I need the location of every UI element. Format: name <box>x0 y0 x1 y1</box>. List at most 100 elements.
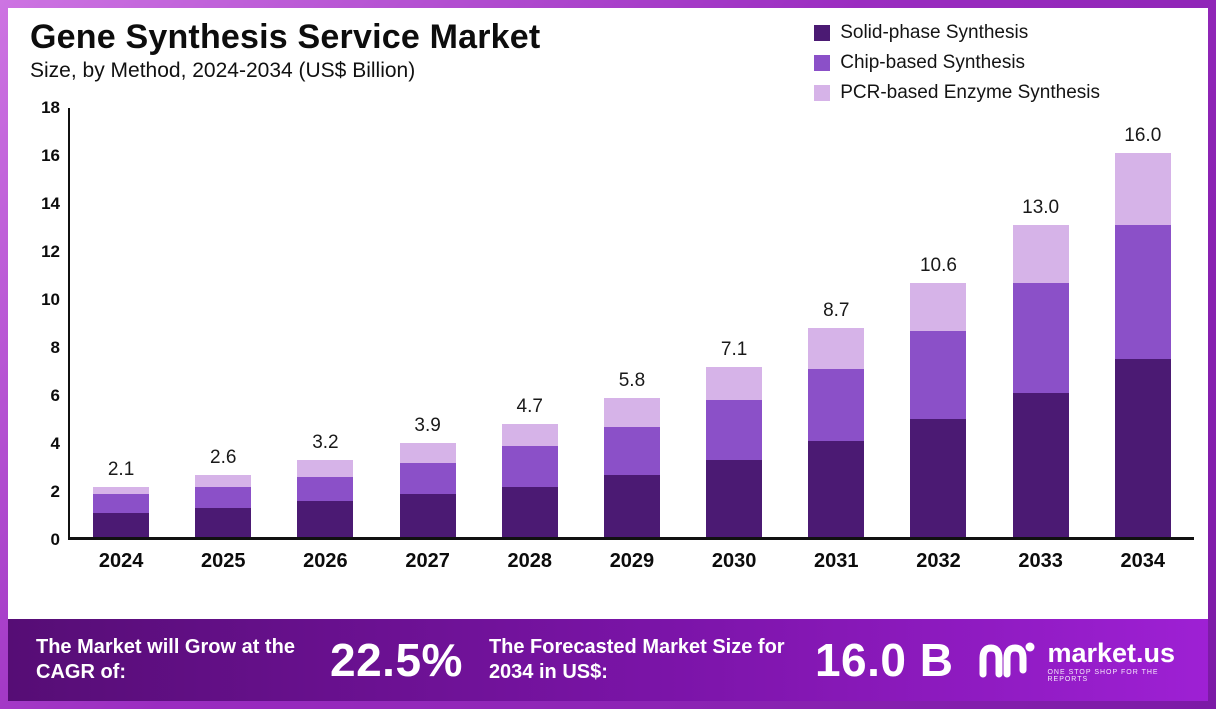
bar-segment-solid-phase-synthesis <box>1012 393 1069 537</box>
bar-segment-pcr-based-enzyme-synthesis <box>399 443 456 463</box>
bar-total-label: 7.1 <box>720 338 748 360</box>
bar-segment-chip-based-synthesis <box>1012 282 1069 393</box>
bar-segment-chip-based-synthesis <box>808 369 865 441</box>
cagr-label: The Market will Grow at the CAGR of: <box>36 636 295 683</box>
x-axis-label-2031: 2031 <box>814 550 859 572</box>
y-axis: 0 2 4 6 8 10 12 14 16 18 <box>18 98 68 549</box>
bar-segment-solid-phase-synthesis <box>195 508 252 537</box>
bar-column-2034: 16.0 <box>1096 125 1190 537</box>
bar-column-2028: 4.7 <box>483 396 577 537</box>
bar-stack <box>603 397 660 537</box>
legend-swatch-icon <box>814 25 831 41</box>
x-axis-label-2029: 2029 <box>609 550 655 572</box>
bar-total-label: 8.7 <box>823 300 850 322</box>
bar-segment-pcr-based-enzyme-synthesis <box>706 366 763 401</box>
x-axis-label-2025: 2025 <box>201 550 246 572</box>
bar-segment-pcr-based-enzyme-synthesis <box>1012 225 1069 283</box>
x-axis-label-2034: 2034 <box>1120 550 1166 572</box>
bar-segment-chip-based-synthesis <box>297 477 354 501</box>
y-tick-label: 12 <box>41 242 60 261</box>
x-axis-label-2027: 2027 <box>405 550 450 572</box>
header: Gene Synthesis Service Market Size, by M… <box>8 8 1208 104</box>
bar-segment-pcr-based-enzyme-synthesis <box>808 328 865 369</box>
forecast-value: 16.0 B <box>814 634 954 686</box>
bar-total-label: 5.8 <box>618 369 646 391</box>
bar-column-2024: 2.1 <box>74 459 168 537</box>
y-tick-label: 10 <box>41 290 60 309</box>
bar-column-2033: 13.0 <box>994 197 1088 537</box>
bar-segment-pcr-based-enzyme-synthesis <box>297 460 354 477</box>
y-tick-label: 2 <box>50 482 60 501</box>
bar-segment-solid-phase-synthesis <box>706 460 763 537</box>
bar-segment-chip-based-synthesis <box>910 330 967 420</box>
legend-swatch-icon <box>814 85 831 101</box>
y-tick-label: 8 <box>50 338 60 357</box>
y-tick-label: 6 <box>50 386 60 405</box>
bar-segment-solid-phase-synthesis <box>910 419 967 537</box>
forecast-label: The Forecasted Market Size for 2034 in U… <box>488 636 785 683</box>
bar-segment-solid-phase-synthesis <box>603 474 660 537</box>
bar-stack <box>910 282 967 537</box>
bar-stack <box>399 443 456 537</box>
bar-stack <box>297 460 354 537</box>
x-axis-label-2026: 2026 <box>303 550 348 572</box>
page-subtitle: Size, by Method, 2024-2034 (US$ Billion) <box>30 59 416 82</box>
footer-banner: The Market will Grow at the CAGR of: 22.… <box>8 619 1208 701</box>
chart: 0 2 4 6 8 10 12 14 16 18 2.1 2.6 3.2 3.9 4.7 5.8 7.1 8.7… <box>8 98 1208 579</box>
bar-segment-solid-phase-synthesis <box>808 441 865 537</box>
bar-column-2030: 7.1 <box>687 339 781 537</box>
bar-total-label: 10.6 <box>919 254 957 276</box>
market-us-logo-icon <box>979 640 1037 680</box>
x-axis-labels: 2024 2025 2026 2027 2028 2029 2030 2031 2032 2033… <box>70 540 1194 579</box>
legend-label: Chip-based Synthesis <box>840 52 1026 73</box>
bar-column-2032: 10.6 <box>891 255 985 537</box>
bar-segment-pcr-based-enzyme-synthesis <box>910 282 967 331</box>
bar-segment-solid-phase-synthesis <box>297 501 354 537</box>
y-tick-label: 16 <box>41 146 60 165</box>
y-tick-label: 0 <box>50 530 60 549</box>
bar-segment-solid-phase-synthesis <box>93 513 150 537</box>
bar-column-2026: 3.2 <box>278 432 372 537</box>
legend-label: Solid-phase Synthesis <box>840 22 1029 43</box>
bar-segment-pcr-based-enzyme-synthesis <box>1114 153 1171 226</box>
legend-swatch-icon <box>814 55 831 71</box>
title-block: Gene Synthesis Service Market Size, by M… <box>30 18 540 104</box>
infographic: Gene Synthesis Service Market Size, by M… <box>8 8 1208 701</box>
bar-segment-pcr-based-enzyme-synthesis <box>603 397 660 427</box>
bar-segment-pcr-based-enzyme-synthesis <box>501 424 558 446</box>
x-axis-label-2030: 2030 <box>711 550 757 572</box>
bar-segment-chip-based-synthesis <box>399 462 456 494</box>
bar-stack <box>1114 153 1171 537</box>
bar-stack <box>706 366 763 537</box>
bar-segment-chip-based-synthesis <box>501 445 558 487</box>
bar-total-label: 2.1 <box>107 458 135 480</box>
bar-segment-solid-phase-synthesis <box>501 486 558 537</box>
x-axis-label-2028: 2028 <box>507 550 553 572</box>
bar-segment-chip-based-synthesis <box>603 426 660 475</box>
bars-area: 2.1 2.6 3.2 3.9 4.7 5.8 7.1 8.7 10.6 13.0 16.0 <box>68 108 1194 540</box>
bar-segment-solid-phase-synthesis <box>399 493 456 537</box>
bar-stack <box>93 486 150 537</box>
bar-column-2025: 2.6 <box>176 447 270 537</box>
bar-column-2029: 5.8 <box>585 370 679 537</box>
bar-total-label: 16.0 <box>1124 125 1162 147</box>
bar-column-2031: 8.7 <box>789 300 883 537</box>
bar-segment-chip-based-synthesis <box>93 493 150 513</box>
legend-label: PCR-based Enzyme Synthesis <box>840 82 1100 103</box>
bar-segment-chip-based-synthesis <box>195 486 252 509</box>
bar-total-label: 3.9 <box>414 415 441 437</box>
bar-stack <box>808 328 865 537</box>
y-tick-label: 18 <box>41 98 60 117</box>
bar-total-label: 2.6 <box>210 446 237 468</box>
x-axis-label-2024: 2024 <box>98 550 144 572</box>
legend-item: Chip-based Synthesis <box>814 52 1100 74</box>
brand-name: market.us <box>1047 637 1176 668</box>
bar-segment-chip-based-synthesis <box>1114 225 1171 360</box>
bar-total-label: 4.7 <box>516 396 543 418</box>
plot-wrap: 2.1 2.6 3.2 3.9 4.7 5.8 7.1 8.7 10.6 13.0 16.0 202… <box>68 108 1194 579</box>
brand: market.us One Stop Shop for the Reports <box>979 638 1180 683</box>
y-tick-label: 14 <box>41 194 60 213</box>
bar-segment-solid-phase-synthesis <box>1114 359 1171 537</box>
bar-segment-pcr-based-enzyme-synthesis <box>93 486 150 494</box>
